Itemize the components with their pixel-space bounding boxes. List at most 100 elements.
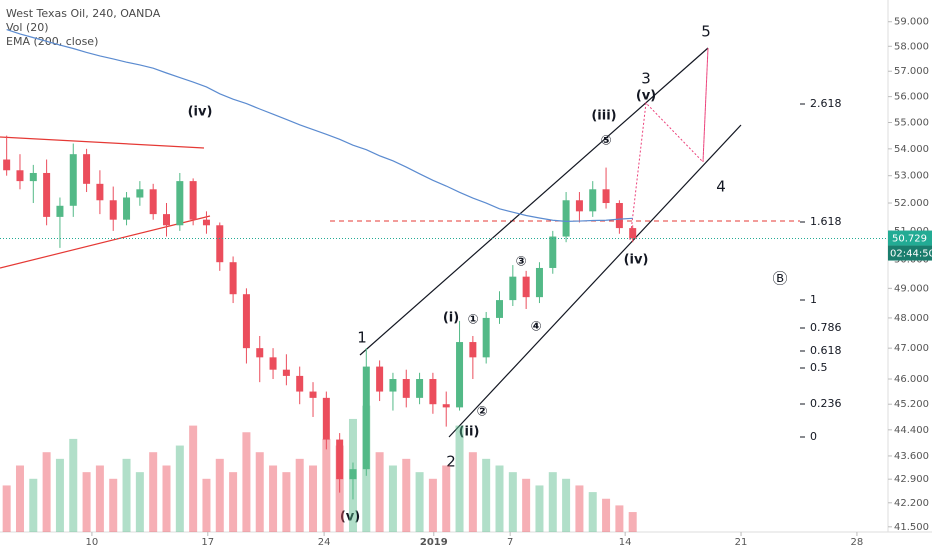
countdown-label: 02:44:50 [890,249,932,260]
candle-body [69,154,77,206]
x-tick-label: 7 [507,537,513,548]
candle-body [109,200,117,220]
y-tick-label: 45.200 [894,399,929,410]
candle-body [269,357,277,370]
volume-bar [149,452,158,532]
fib-label: 1 [810,293,817,306]
y-tick-label: 47.000 [894,343,929,354]
volume-bar [482,458,491,532]
volume-bar [628,512,637,532]
y-tick-label: 46.000 [894,374,929,385]
wave-label: (iii) [591,109,616,124]
volume-bar [95,465,104,532]
wave-label: (ii) [459,425,480,440]
candle-body [229,262,237,295]
wave-label: ④ [530,320,541,335]
fib-label: 0.786 [810,321,842,334]
candle-body [242,294,250,349]
x-tick-label: 14 [619,537,632,548]
wave-label: ③ [515,255,526,270]
volume-bar [175,445,184,532]
y-tick-label: 43.600 [894,451,929,462]
volume-bar [29,478,38,532]
y-tick-label: 58.000 [894,41,929,52]
volume-bar [522,478,531,532]
last-price-label: 50.729 [892,234,927,245]
channel-line [448,124,742,438]
candle-body [389,379,397,392]
volume-legend: Vol (20) [6,21,49,34]
candle-body [256,348,264,358]
triangle-line [0,215,211,269]
volume-bar [508,472,517,532]
candle-body [456,342,464,408]
y-tick-label: 42.200 [894,498,929,509]
volume-bar [428,478,437,532]
volume-bar [322,438,331,532]
candle-body [3,159,11,171]
candle-body [496,300,503,318]
y-tick-label: 42.900 [894,474,929,485]
candle-body [615,203,623,229]
volume-bar [229,472,238,532]
wave-label: (iv) [188,105,213,120]
y-tick-label: 56.000 [894,92,929,103]
y-tick-label: 41.500 [894,522,929,533]
volume-bar [309,465,318,532]
x-tick-label: 28 [851,537,864,548]
candle-body [189,181,197,220]
volume-bar [415,472,424,532]
wave-label: (iv) [624,253,649,268]
volume-bar [295,458,304,532]
x-tick-label: 17 [201,537,214,548]
candle-body [509,276,517,301]
volume-bar [535,485,544,532]
volume-bar [455,425,464,532]
candle-body [282,369,290,376]
volume-bar [162,465,171,532]
drawings: (iv)1(i) ①②(ii)2③④(iii)⑤3(v)54(iv)(v)Ⓑ2.6… [0,23,842,525]
y-tick-label: 54.000 [894,144,929,155]
y-tick-label: 59.000 [894,17,929,28]
wave-label: (v) [340,510,360,525]
volume-bar [2,485,11,532]
wave-label: (v) [636,89,656,104]
volume-bar [548,472,557,532]
candle-body [416,379,424,398]
y-tick-label: 52.000 [894,198,929,209]
volume-bar [135,472,144,532]
candle-body [163,214,170,226]
wave-label: ② [476,405,487,420]
countdown-tag [888,245,932,261]
y-tick-label: 57.000 [894,66,929,77]
ema-legend: EMA (200, close) [6,35,98,48]
candle-body [176,181,184,226]
candle-body [349,469,357,480]
candle-body [96,183,104,201]
volume-bar [562,478,571,532]
candle-body [149,189,157,215]
volume-bar [42,452,51,532]
candle-body [602,189,610,204]
x-tick-label: 2019 [420,537,448,548]
wave-label: 3 [641,70,651,88]
candle-body [376,366,384,392]
ema-line [6,28,633,222]
candle-body [83,154,91,184]
candle-body [202,219,210,226]
candle-body [309,391,317,398]
volume-bar [402,458,411,532]
y-tick-label: 49.000 [894,283,929,294]
volume-bar [69,438,78,532]
candle-body [429,379,437,405]
volume-bar [375,452,384,532]
volume-bar [615,505,624,532]
last-price-tag [888,230,932,246]
channel-line [359,47,709,356]
volume-bar [242,432,251,532]
volume-bar [109,478,118,532]
candle-body [362,366,370,470]
candle-body [336,439,344,480]
